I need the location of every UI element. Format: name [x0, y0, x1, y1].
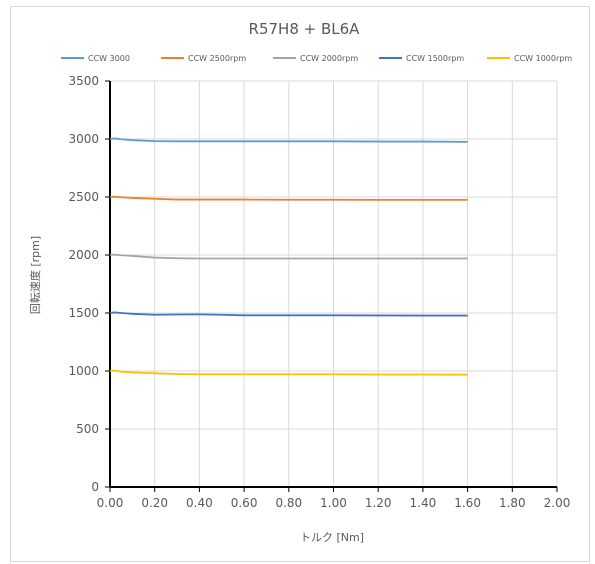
y-tick-label: 3500 [68, 74, 99, 88]
x-tick-label: 0.00 [97, 496, 124, 510]
chart-title: R57H8 + BL6A [249, 20, 361, 38]
y-tick-label: 2500 [68, 190, 99, 204]
x-tick-label: 1.20 [365, 496, 392, 510]
legend-label: CCW 1500rpm [406, 54, 464, 63]
series-line-2 [109, 195, 468, 201]
series-line-1 [109, 137, 468, 143]
y-tick-label: 1500 [68, 306, 99, 320]
series-line-5 [109, 369, 468, 376]
legend-label: CCW 2500rpm [188, 54, 246, 63]
series-line-4 [109, 311, 468, 317]
legend-item: CCW 1500rpm [379, 54, 464, 63]
x-tick-label: 1.80 [499, 496, 526, 510]
x-tick-label: 1.40 [410, 496, 437, 510]
y-axis-label: 回転速度 [rpm] [28, 236, 42, 314]
legend: CCW 3000 CCW 2500rpm CCW 2000rpm CCW 1500rp… [61, 54, 572, 63]
y-tick-label: 1000 [68, 364, 99, 378]
x-tick-label: 0.40 [186, 496, 213, 510]
chart-container: R57H8 + BL6A CCW 3000 CCW 2500rpm CCW 2000… [10, 6, 590, 562]
axes [105, 80, 558, 492]
series-line-3 [109, 253, 468, 260]
grid [110, 80, 558, 487]
legend-item: CCW 1000rpm [487, 54, 572, 63]
x-tick-label: 0.60 [231, 496, 258, 510]
legend-item: CCW 2000rpm [273, 54, 358, 63]
legend-item: CCW 3000 [61, 54, 130, 63]
tick-labels: 0.00 0.20 0.40 0.60 0.80 1.00 1.20 1.40 1.60 1.80… [68, 74, 570, 510]
y-tick-label: 2000 [68, 248, 99, 262]
x-tick-label: 1.00 [320, 496, 347, 510]
legend-label: CCW 2000rpm [300, 54, 358, 63]
x-axis-label: トルク [Nm] [300, 531, 364, 544]
line-chart: R57H8 + BL6A CCW 3000 CCW 2500rpm CCW 2000… [28, 20, 572, 544]
y-tick-label: 3000 [68, 132, 99, 146]
x-tick-label: 1.60 [454, 496, 481, 510]
x-tick-label: 0.80 [275, 496, 302, 510]
legend-label: CCW 1000rpm [514, 54, 572, 63]
series-group [109, 137, 468, 376]
legend-item: CCW 2500rpm [161, 54, 246, 63]
x-tick-label: 0.20 [141, 496, 168, 510]
x-tick-label: 2.00 [544, 496, 571, 510]
y-tick-label: 500 [76, 422, 99, 436]
y-tick-label: 0 [91, 480, 99, 494]
legend-label: CCW 3000 [88, 54, 130, 63]
